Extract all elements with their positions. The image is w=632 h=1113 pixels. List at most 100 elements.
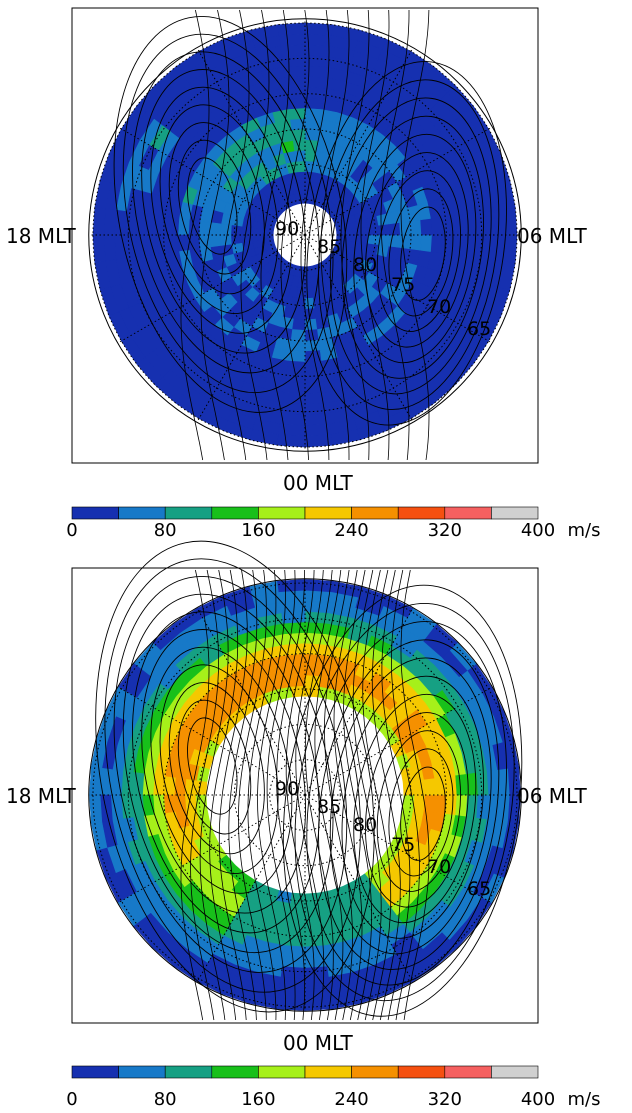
outer-boundary bbox=[88, 18, 522, 452]
speed-cell bbox=[399, 234, 412, 250]
colorbar-swatch bbox=[491, 1065, 539, 1079]
colorbar-swatch bbox=[351, 1065, 399, 1079]
potential-contour bbox=[341, 675, 484, 939]
speed-cell bbox=[423, 794, 437, 813]
speed-cell bbox=[89, 766, 103, 796]
mlt-label-00: 00 MLT bbox=[283, 1031, 353, 1055]
colorbar-swatch bbox=[258, 1065, 306, 1079]
potential-contour bbox=[220, 9, 250, 461]
potential-contour bbox=[228, 569, 258, 1021]
potential-contour bbox=[209, 569, 239, 1021]
speed-cell bbox=[188, 219, 201, 236]
potential-contour bbox=[329, 97, 492, 395]
latitude-label: 80 bbox=[353, 814, 377, 836]
speed-cell bbox=[163, 794, 176, 814]
speed-cell bbox=[486, 769, 500, 796]
colorbar-tick-label: 320 bbox=[428, 520, 462, 541]
potential-contour bbox=[362, 569, 392, 1021]
potential-contour bbox=[390, 569, 420, 1021]
speed-cell bbox=[409, 219, 422, 236]
potential-contour bbox=[113, 16, 348, 413]
potential-contour bbox=[159, 104, 279, 314]
potential-contour bbox=[388, 748, 454, 877]
potential-contour bbox=[141, 69, 307, 354]
colorbar-swatch bbox=[118, 506, 166, 520]
colorbar-tick-label: 320 bbox=[428, 1089, 462, 1110]
outer-boundary bbox=[88, 578, 522, 1012]
potential-contours bbox=[113, 9, 507, 461]
colorbar-swatch bbox=[444, 506, 492, 520]
potential-contour bbox=[159, 664, 279, 874]
potential-contour bbox=[260, 9, 290, 461]
potential-contour bbox=[257, 569, 286, 1021]
speed-cell bbox=[441, 234, 454, 255]
speed-cell bbox=[420, 218, 433, 236]
latitude-labels: 90 85 80 75 70 65 bbox=[275, 778, 491, 900]
speed-cell bbox=[462, 234, 475, 258]
potential-contour bbox=[180, 9, 210, 461]
speed-cell bbox=[283, 632, 306, 645]
speed-cell bbox=[281, 54, 306, 68]
colorbar-tick-label: 400 bbox=[521, 1089, 555, 1110]
potential-contour bbox=[376, 170, 461, 332]
speed-cell bbox=[286, 360, 306, 374]
potential-contour bbox=[300, 9, 330, 461]
speed-cell bbox=[451, 234, 465, 257]
potential-contour bbox=[132, 51, 320, 374]
potential-contour bbox=[122, 593, 334, 954]
speed-cell bbox=[280, 966, 306, 980]
latitude-circle bbox=[198, 688, 412, 902]
potential-contour bbox=[341, 115, 484, 379]
speed-cell bbox=[304, 632, 327, 645]
latitude-label: 90 bbox=[275, 778, 299, 800]
potential-contour bbox=[314, 569, 344, 1021]
speed-cell bbox=[451, 213, 465, 236]
speed-cell bbox=[304, 392, 328, 405]
speed-cell bbox=[89, 794, 103, 824]
potential-contour bbox=[113, 576, 348, 973]
speed-cell bbox=[444, 794, 458, 816]
colorbar-tick-label: 240 bbox=[334, 1089, 368, 1110]
colorbar-tick-label: 160 bbox=[241, 1089, 275, 1110]
speed-cell bbox=[177, 218, 190, 236]
speed-cell bbox=[423, 777, 437, 796]
speed-cell bbox=[92, 234, 106, 264]
potential-contour bbox=[200, 9, 230, 461]
colorbar-swatch bbox=[258, 506, 306, 520]
speed-cell bbox=[304, 589, 333, 603]
latitude-circle bbox=[269, 199, 341, 271]
potential-contour bbox=[329, 657, 492, 955]
mlt-label-06: 06 MLT bbox=[517, 224, 587, 248]
latitude-circle bbox=[198, 128, 412, 342]
colorbar-unit: m/s bbox=[568, 520, 601, 541]
potential-contour bbox=[352, 569, 382, 1021]
potential-contour bbox=[187, 717, 238, 815]
speed-cell bbox=[455, 794, 468, 817]
speed-cell bbox=[304, 139, 318, 152]
latitude-label: 80 bbox=[353, 254, 377, 276]
latitude-label: 85 bbox=[317, 236, 341, 258]
speed-cell bbox=[430, 216, 444, 236]
latitude-label: 65 bbox=[467, 318, 491, 340]
speed-cell bbox=[156, 234, 169, 255]
speed-cell bbox=[276, 434, 306, 448]
speed-cell bbox=[304, 579, 334, 593]
speed-cell bbox=[357, 234, 369, 244]
potential-contour bbox=[247, 569, 277, 1021]
speed-cell bbox=[304, 107, 322, 120]
colorbar-swatch bbox=[71, 506, 119, 520]
potential-contour bbox=[266, 569, 296, 1021]
potential-contour bbox=[276, 570, 305, 1021]
speed-cell bbox=[287, 913, 306, 927]
potential-contour bbox=[340, 9, 370, 461]
speed-cell bbox=[209, 234, 222, 248]
speed-cell bbox=[378, 223, 391, 236]
polar-map-panel-top: 18 MLT 06 MLT 00 MLT 90 85 80 75 70 65 0 80 160… bbox=[6, 7, 601, 541]
colorbar-swatch bbox=[304, 506, 352, 520]
speed-cell bbox=[198, 220, 211, 236]
potential-contour bbox=[306, 61, 507, 426]
speed-cell bbox=[430, 234, 444, 254]
colorbar-swatch bbox=[397, 1065, 446, 1079]
speed-cell bbox=[367, 234, 380, 246]
